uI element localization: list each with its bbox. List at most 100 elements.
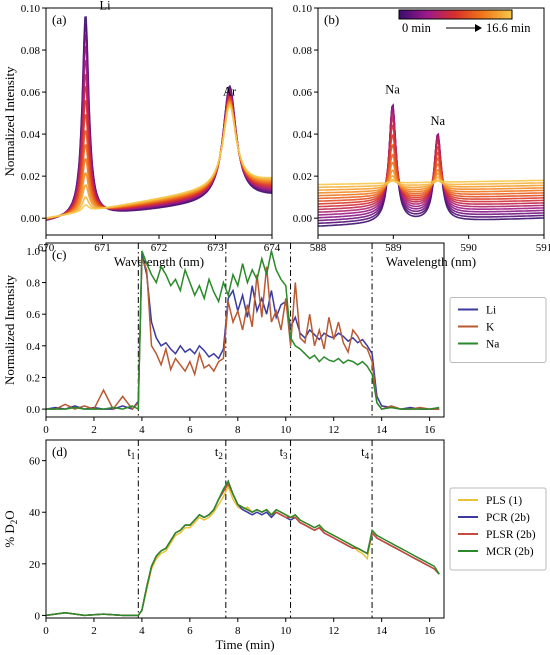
y-tick-label: 1.0 xyxy=(26,246,40,258)
peak-label: Na xyxy=(430,114,445,128)
x-tick-label: 0 xyxy=(43,424,49,436)
x-tick-label: 8 xyxy=(235,625,241,637)
y-tick-label: 0.04 xyxy=(21,129,41,141)
legend-label: MCR (2b) xyxy=(486,546,534,558)
x-tick-label: 4 xyxy=(139,625,145,637)
legend-box xyxy=(449,487,547,571)
y-tick-label: 40 xyxy=(29,507,41,519)
spectrum-line xyxy=(318,179,544,186)
panel-label: (c) xyxy=(52,247,66,262)
x-tick-label: 2 xyxy=(91,424,97,436)
y-tick-label: 0.0 xyxy=(26,404,40,416)
x-tick-label: 14 xyxy=(376,424,388,436)
y-tick-label: 0.02 xyxy=(21,171,40,183)
x-tick-label: 16 xyxy=(424,424,436,436)
legend-label: PLSR (2b) xyxy=(486,529,536,541)
series-line-li xyxy=(46,253,440,410)
x-tick-label: 12 xyxy=(328,424,339,436)
y-tick-label: 0 xyxy=(35,610,41,622)
panel-label: (a) xyxy=(52,12,66,27)
event-label: t1 xyxy=(127,445,135,461)
y-tick-label: 0.10 xyxy=(21,3,41,15)
x-tick-label: 6 xyxy=(187,625,193,637)
spectrum-line xyxy=(318,178,544,189)
legend-label: Li xyxy=(486,305,496,317)
panel-2: 0 2 4 6 8 10 12 14 16 0.0 0.2 0.4 0.6 0.8 1.0 (c) Normal… xyxy=(2,242,547,436)
y-tick-label: 0.00 xyxy=(293,213,313,225)
panel-1: 588 589 590 591 0.00 0.02 0.04 0.06 0.08 0.10 Na Na… xyxy=(293,3,550,269)
event-label: t3 xyxy=(280,445,288,461)
x-tick-label: 589 xyxy=(385,242,402,254)
x-axis-label: Wavelength (nm) xyxy=(114,254,204,269)
colorbar-max-label: 16.6 min xyxy=(486,21,531,35)
y-axis-label: Normalized Intensity xyxy=(2,66,17,177)
x-tick-label: 12 xyxy=(328,625,339,637)
panel-3: 0 2 4 6 8 10 12 14 16 0 20 40 60 t1 t2 t3 t4 (d) Time (min… xyxy=(2,439,547,652)
y-tick-label: 0.08 xyxy=(21,45,41,57)
plot-area xyxy=(46,243,440,417)
colorbar xyxy=(398,9,513,20)
y-tick-label: 60 xyxy=(29,456,41,468)
legend-label: PLS (1) xyxy=(486,495,522,507)
legend-label: PCR (2b) xyxy=(486,512,530,524)
y-tick-label: 0.02 xyxy=(293,171,312,183)
x-tick-label: 673 xyxy=(207,242,224,254)
series-line-pls-1- xyxy=(46,484,440,617)
y-tick-label: 0.2 xyxy=(26,372,40,384)
spectrum-line xyxy=(318,175,544,191)
x-tick-label: 16 xyxy=(424,625,436,637)
y-tick-label: 0.10 xyxy=(293,3,313,15)
x-tick-label: 10 xyxy=(280,424,292,436)
axes-frame xyxy=(317,7,545,236)
x-tick-label: 0 xyxy=(43,625,49,637)
series-line-na xyxy=(46,250,440,411)
y-tick-label: 0.06 xyxy=(21,87,41,99)
y-tick-label: 0.06 xyxy=(293,87,313,99)
peak-label: Na xyxy=(385,82,400,96)
plot-area xyxy=(318,103,544,227)
colorbar-min-label: 0 min xyxy=(402,21,432,35)
x-tick-label: 674 xyxy=(264,242,281,254)
x-tick-label: 8 xyxy=(235,424,241,436)
x-tick-label: 591 xyxy=(536,242,550,254)
x-tick-label: 14 xyxy=(376,625,388,637)
axes-frame xyxy=(45,242,445,418)
legend-box xyxy=(449,297,547,363)
colorbar-arrowhead xyxy=(475,24,482,32)
y-tick-label: 0.04 xyxy=(293,129,313,141)
x-tick-label: 672 xyxy=(151,242,168,254)
axes-frame xyxy=(45,439,445,619)
panel-label: (d) xyxy=(52,444,67,459)
spectrum-line xyxy=(46,104,272,219)
plot-area xyxy=(46,16,272,221)
event-label: t2 xyxy=(215,445,223,461)
peak-label: Li xyxy=(100,0,112,12)
series-line-mcr-2b- xyxy=(46,479,440,617)
series-line-pcr-2b- xyxy=(46,479,440,617)
event-label: t4 xyxy=(361,445,369,461)
legend-label: Na xyxy=(486,339,499,351)
x-tick-label: 4 xyxy=(139,424,145,436)
x-axis-label: Time (min) xyxy=(215,637,274,652)
peak-label: Ar xyxy=(223,85,237,99)
series-line-plsr-2b- xyxy=(46,482,440,617)
x-tick-label: 10 xyxy=(280,625,292,637)
x-tick-label: 590 xyxy=(460,242,477,254)
y-tick-label: 0.4 xyxy=(26,341,40,353)
x-tick-label: 671 xyxy=(94,242,111,254)
legend-label: K xyxy=(486,322,495,334)
y-axis-label: % D2O xyxy=(2,510,19,547)
x-tick-label: 2 xyxy=(91,625,97,637)
y-tick-label: 0.8 xyxy=(26,278,40,290)
panel-label: (b) xyxy=(324,12,339,27)
y-tick-label: 0.6 xyxy=(26,309,40,321)
y-axis-label: Normalized Intensity xyxy=(2,274,17,385)
plot-area xyxy=(46,440,440,618)
x-tick-label: 6 xyxy=(187,424,193,436)
y-tick-label: 0.00 xyxy=(21,213,41,225)
x-tick-label: 588 xyxy=(310,242,327,254)
series-line-k xyxy=(46,258,440,411)
y-tick-label: 0.08 xyxy=(293,45,313,57)
